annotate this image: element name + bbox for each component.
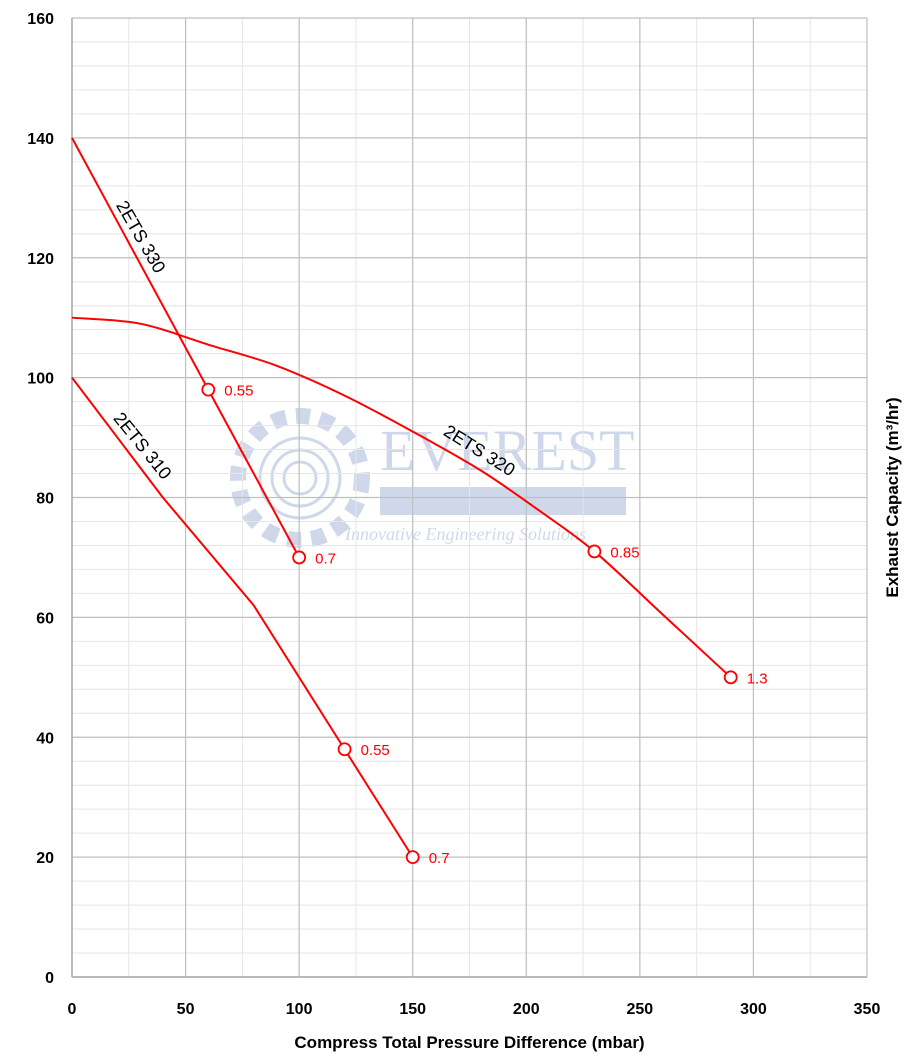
- y-tick-label: 60: [36, 610, 54, 627]
- plot-area-frame: [71, 17, 868, 978]
- data-point-marker: [292, 550, 307, 565]
- y-axis-title: Exhaust Capacity (m³/hr): [883, 397, 902, 597]
- data-point-marker: [337, 742, 352, 757]
- x-tick-label: 200: [513, 1001, 540, 1018]
- x-axis-tick-labels: 0 50 100 150 200 250 300 350: [68, 1001, 881, 1018]
- series-line: [71, 377, 414, 858]
- data-point-marker: [201, 382, 216, 397]
- y-tick-label: 0: [45, 970, 54, 987]
- data-point-label: 0.7: [429, 850, 450, 867]
- data-point-label: 0.55: [224, 383, 253, 400]
- data-point-label: 0.85: [610, 544, 639, 561]
- watermark-brand: EVEREST: [380, 418, 635, 483]
- y-tick-label: 20: [36, 850, 54, 867]
- y-tick-label: 100: [27, 371, 54, 388]
- watermark-tagline: Innovative Engineering Solutions: [344, 524, 586, 544]
- data-point-marker: [405, 850, 420, 865]
- watermark-gear-icon: [230, 408, 370, 548]
- series-line: [71, 316, 732, 679]
- everest-watermark: EVEREST Innovative Engineering Solutions: [230, 408, 635, 548]
- x-tick-label: 50: [177, 1001, 195, 1018]
- y-tick-label: 160: [27, 11, 54, 28]
- x-tick-label: 100: [286, 1001, 313, 1018]
- y-tick-label: 80: [36, 491, 54, 508]
- y-tick-label: 140: [27, 131, 54, 148]
- data-point-label: 0.7: [315, 550, 336, 567]
- x-tick-label: 0: [68, 1001, 77, 1018]
- y-axis-tick-labels: 0 20 40 60 80 100 120 140 160: [27, 11, 54, 987]
- x-axis-title: Compress Total Pressure Difference (mbar…: [294, 1033, 644, 1052]
- data-point-label: 1.3: [747, 670, 768, 687]
- x-tick-label: 300: [740, 1001, 767, 1018]
- y-tick-label: 120: [27, 251, 54, 268]
- data-point-label: 0.55: [361, 742, 390, 759]
- x-tick-label: 250: [627, 1001, 654, 1018]
- y-tick-label: 40: [36, 730, 54, 747]
- data-point-marker: [723, 670, 738, 685]
- data-point-marker: [587, 544, 602, 559]
- x-tick-label: 150: [399, 1001, 426, 1018]
- x-tick-label: 350: [854, 1001, 881, 1018]
